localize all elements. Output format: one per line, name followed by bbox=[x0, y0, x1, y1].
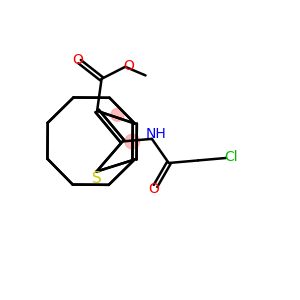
Text: Cl: Cl bbox=[224, 150, 238, 164]
Circle shape bbox=[125, 134, 140, 149]
Text: O: O bbox=[123, 59, 134, 73]
Text: O: O bbox=[73, 53, 83, 67]
Text: O: O bbox=[148, 182, 160, 197]
Circle shape bbox=[111, 108, 124, 121]
Text: NH: NH bbox=[146, 127, 167, 141]
Text: S: S bbox=[92, 170, 102, 185]
